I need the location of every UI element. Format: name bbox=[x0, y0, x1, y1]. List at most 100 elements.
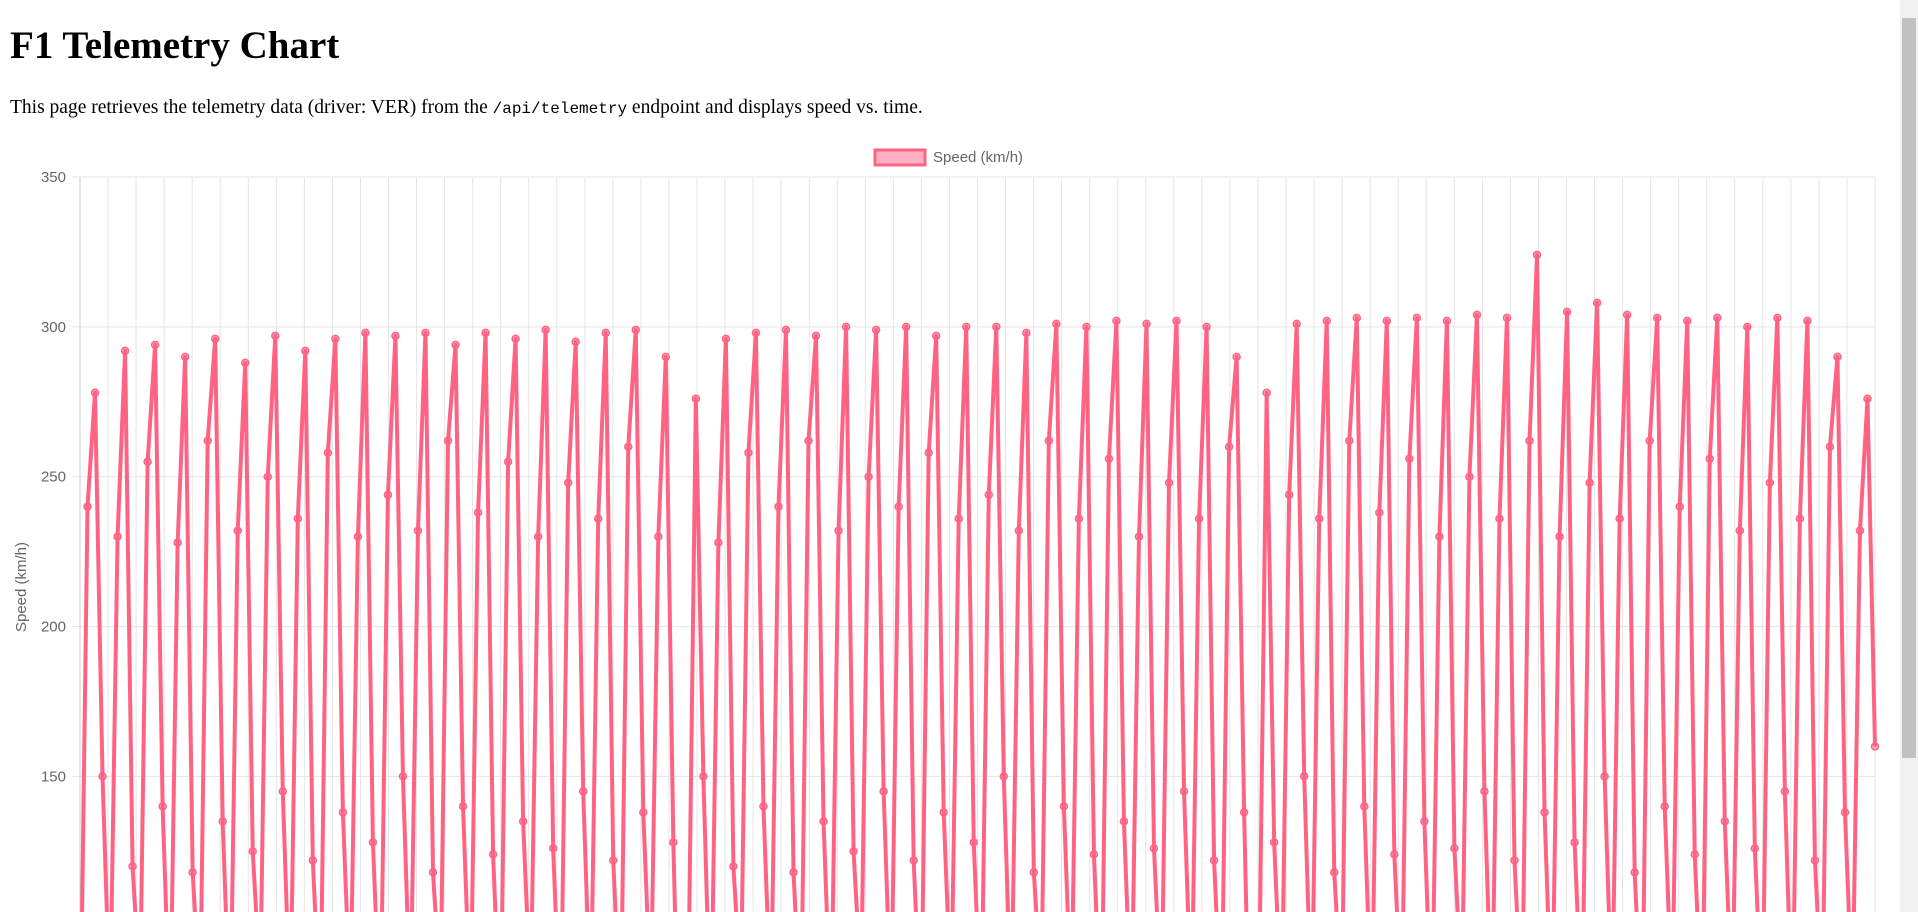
data-point bbox=[1803, 316, 1812, 326]
data-point bbox=[1299, 772, 1309, 781]
data-point bbox=[541, 325, 550, 335]
data-point bbox=[361, 328, 370, 338]
data-point bbox=[113, 532, 122, 541]
data-point bbox=[992, 322, 1001, 332]
data-point bbox=[368, 838, 378, 847]
data-point bbox=[1194, 514, 1204, 523]
data-point bbox=[331, 334, 340, 344]
data-point bbox=[1059, 802, 1069, 811]
data-point bbox=[999, 772, 1009, 781]
data-point bbox=[518, 817, 528, 826]
data-point bbox=[1510, 856, 1519, 865]
data-point bbox=[90, 388, 100, 398]
data-point bbox=[158, 802, 167, 811]
page-title: F1 Telemetry Chart bbox=[10, 24, 339, 67]
data-point bbox=[128, 862, 137, 871]
data-point bbox=[1412, 313, 1422, 323]
data-point bbox=[1052, 319, 1061, 329]
data-point bbox=[1112, 316, 1121, 326]
data-point bbox=[1450, 844, 1459, 853]
y-tick-label: 250 bbox=[41, 469, 66, 486]
data-point bbox=[338, 808, 348, 817]
data-point bbox=[631, 325, 641, 335]
data-point bbox=[421, 328, 430, 338]
data-point bbox=[1870, 742, 1880, 751]
data-point bbox=[1652, 313, 1662, 323]
data-point bbox=[1735, 526, 1745, 535]
data-point bbox=[323, 448, 333, 457]
data-point bbox=[503, 457, 513, 466]
data-point bbox=[271, 331, 280, 341]
data-point bbox=[1375, 508, 1384, 517]
data-point bbox=[1239, 808, 1249, 817]
data-point bbox=[1465, 472, 1474, 481]
data-point bbox=[218, 817, 227, 826]
data-point bbox=[398, 772, 408, 781]
data-point bbox=[1142, 319, 1151, 329]
data-point bbox=[1089, 850, 1099, 859]
intro-part: This page retrieves the telemetry data (… bbox=[10, 97, 493, 118]
data-point bbox=[1382, 316, 1392, 326]
data-point bbox=[1660, 802, 1669, 811]
data-point bbox=[774, 502, 783, 511]
data-point bbox=[759, 802, 768, 811]
data-point bbox=[1682, 316, 1692, 326]
data-point bbox=[1269, 838, 1279, 847]
data-point bbox=[984, 490, 994, 499]
y-tick-label: 300 bbox=[41, 319, 66, 336]
data-point bbox=[669, 838, 678, 847]
data-point bbox=[849, 847, 858, 856]
data-point bbox=[1600, 772, 1609, 781]
data-point bbox=[1202, 322, 1211, 332]
intro-part: endpoint and displays speed vs. time. bbox=[627, 97, 923, 118]
data-point bbox=[714, 538, 723, 547]
data-point bbox=[1405, 454, 1414, 463]
data-point bbox=[173, 538, 182, 547]
y-tick-label: 350 bbox=[41, 169, 66, 186]
data-point bbox=[909, 856, 918, 865]
endpoint-code: /api/telemetry bbox=[493, 100, 628, 118]
y-tick-label: 200 bbox=[41, 619, 66, 636]
data-point bbox=[1570, 838, 1579, 847]
data-point bbox=[1352, 313, 1362, 323]
data-point bbox=[473, 508, 483, 517]
data-point bbox=[1390, 850, 1399, 859]
data-point bbox=[210, 334, 220, 344]
data-point bbox=[1705, 454, 1715, 463]
data-point bbox=[624, 442, 633, 451]
data-point bbox=[180, 352, 190, 362]
data-point bbox=[721, 334, 731, 344]
data-point bbox=[1119, 817, 1129, 826]
data-point bbox=[744, 448, 753, 457]
data-point bbox=[1224, 442, 1234, 451]
data-point bbox=[931, 331, 941, 341]
data-point bbox=[1810, 856, 1820, 865]
data-point bbox=[1630, 868, 1639, 877]
data-point bbox=[511, 334, 520, 344]
data-point bbox=[1675, 502, 1684, 511]
data-point bbox=[571, 337, 580, 347]
data-point bbox=[301, 346, 310, 356]
data-point bbox=[1645, 436, 1654, 445]
data-point bbox=[203, 436, 212, 445]
data-point bbox=[751, 328, 761, 338]
data-point bbox=[548, 844, 558, 853]
data-point bbox=[1164, 478, 1174, 487]
data-point bbox=[1082, 322, 1091, 332]
data-point bbox=[661, 352, 671, 362]
data-point bbox=[1840, 808, 1850, 817]
data-point bbox=[1555, 532, 1564, 541]
data-point bbox=[1622, 310, 1632, 320]
data-point bbox=[654, 532, 663, 541]
legend-swatch bbox=[873, 148, 927, 167]
data-point bbox=[608, 856, 618, 865]
data-point bbox=[961, 322, 971, 332]
data-point bbox=[1314, 514, 1324, 523]
data-point bbox=[1765, 478, 1775, 487]
data-point bbox=[1562, 307, 1572, 317]
scrollbar-thumb[interactable] bbox=[1902, 18, 1916, 758]
data-point bbox=[593, 514, 603, 523]
data-point bbox=[1029, 868, 1039, 877]
data-point bbox=[841, 322, 851, 332]
data-point bbox=[1179, 787, 1189, 796]
